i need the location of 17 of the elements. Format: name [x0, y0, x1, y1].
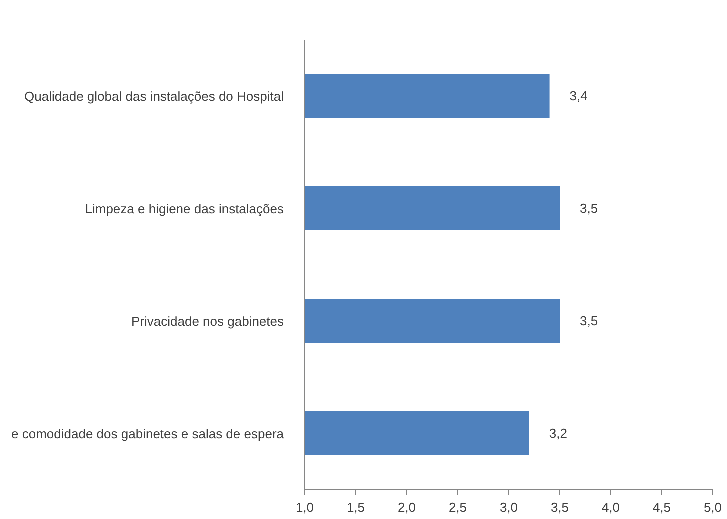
data-label: 3,2 — [549, 426, 568, 442]
x-tick-label: 1,0 — [296, 500, 314, 516]
x-tick-label: 3,0 — [500, 500, 518, 516]
data-label: 3,4 — [570, 88, 588, 104]
x-tick-label: 2,0 — [398, 500, 416, 516]
y-tick-label: Privacidade nos gabinetes — [132, 314, 284, 329]
y-tick-label: e comodidade dos gabinetes e salas de espera — [12, 426, 285, 442]
y-tick-label: Qualidade global das instalações do Hospital — [24, 88, 284, 104]
x-tick-label: 4,0 — [602, 500, 620, 516]
data-label: 3,5 — [580, 314, 598, 329]
x-tick-label: 4,5 — [652, 500, 672, 516]
x-tick-label: 2,5 — [448, 500, 468, 516]
data-label: 3,5 — [580, 201, 598, 216]
x-tick-label: 3,5 — [550, 500, 570, 516]
y-tick-label: Limpeza e higiene das instalações — [85, 201, 284, 216]
x-tick-label: 1,5 — [346, 500, 366, 516]
x-tick-label: 5,0 — [704, 500, 722, 516]
